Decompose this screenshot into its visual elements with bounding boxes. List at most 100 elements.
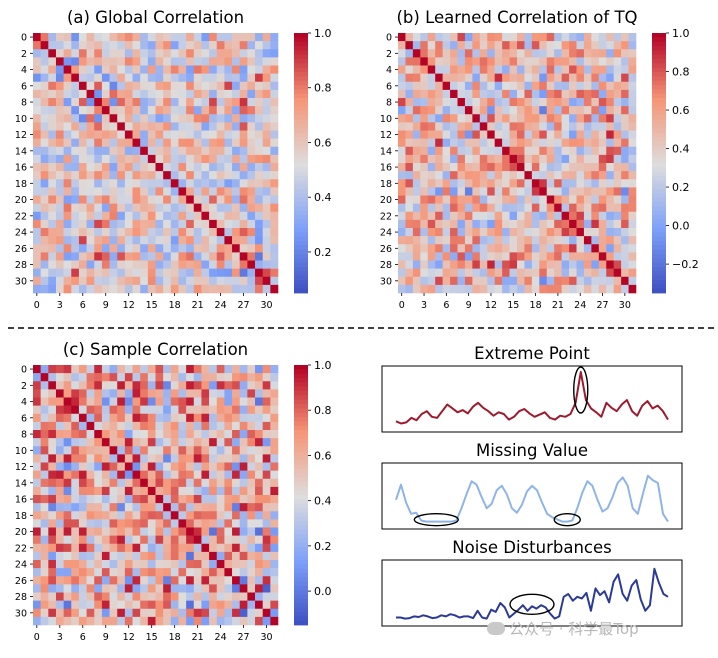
heatmap-cell <box>569 114 577 123</box>
heatmap-cell <box>232 462 241 471</box>
heatmap-cell <box>427 138 436 148</box>
heatmap-cell <box>561 130 570 139</box>
heatmap-cell <box>517 236 525 245</box>
heatmap-cell <box>170 146 179 156</box>
heatmap-cell <box>502 260 510 269</box>
heatmap-cell <box>606 195 614 204</box>
colorbar-segment <box>294 163 308 168</box>
heatmap-cell <box>232 81 241 91</box>
heatmap-cell <box>48 138 57 148</box>
heatmap-cell <box>170 73 179 83</box>
heatmap-cell <box>576 114 585 123</box>
heatmap-cell <box>464 122 473 131</box>
heatmap-cell <box>132 171 141 180</box>
heatmap-cell <box>140 187 149 196</box>
heatmap-cell <box>569 211 577 221</box>
heatmap-cell <box>48 244 57 253</box>
heatmap-cell <box>554 138 562 148</box>
heatmap-cell <box>239 446 248 455</box>
heatmap-cell <box>193 163 202 172</box>
heatmap-cell <box>155 535 164 545</box>
heatmap-cell <box>193 576 202 585</box>
heatmap-cell <box>450 260 458 269</box>
heatmap-cell <box>186 535 195 545</box>
heatmap-cell <box>270 284 279 294</box>
heatmap-cell <box>435 81 443 91</box>
heatmap-cell <box>124 616 133 626</box>
heatmap-cell <box>101 41 110 50</box>
heatmap-cell <box>209 203 218 213</box>
heatmap-cell <box>186 560 195 569</box>
heatmap-cell <box>224 114 233 123</box>
heatmap-cell <box>71 236 80 245</box>
heatmap-cell <box>33 454 41 463</box>
heatmap-cell <box>40 495 49 504</box>
heatmap-cell <box>472 122 481 131</box>
heatmap-cell <box>55 519 64 528</box>
heatmap-cell <box>472 236 481 245</box>
heatmap-cell <box>209 268 218 278</box>
heatmap-cell <box>464 73 473 83</box>
heatmap-cell <box>147 560 156 569</box>
heatmap-cell <box>201 179 210 188</box>
heatmap-cell <box>398 122 406 131</box>
heatmap-cell <box>209 98 218 107</box>
heatmap-cell <box>216 122 225 131</box>
heatmap-cell <box>193 284 202 294</box>
x-tick-label: 18 <box>530 300 542 311</box>
heatmap-cell <box>71 122 80 131</box>
heatmap-cell <box>86 130 95 139</box>
x-tick-label: 21 <box>192 632 204 643</box>
heatmap-cell <box>435 138 443 148</box>
heatmap-cell <box>450 146 458 156</box>
heatmap-cell <box>124 373 133 382</box>
heatmap-cell <box>569 122 577 131</box>
y-tick-label: 30 <box>380 276 392 287</box>
heatmap-cell <box>524 89 533 99</box>
heatmap-cell <box>531 41 540 50</box>
colorbar-segment <box>294 67 308 73</box>
line-chart-3: Extreme Point <box>381 344 683 433</box>
heatmap-cell <box>539 146 548 156</box>
heatmap-cell <box>147 519 156 528</box>
colorbar-segment <box>652 150 666 155</box>
heatmap-cell <box>216 478 225 488</box>
heatmap-cell <box>270 454 279 463</box>
heatmap-cell <box>247 543 256 553</box>
colorbar-segment <box>652 280 666 285</box>
heatmap-cell <box>33 495 41 504</box>
heatmap-cell <box>170 49 179 58</box>
heatmap-cell <box>55 592 64 601</box>
heatmap-cell <box>193 41 202 50</box>
heatmap-cell <box>94 171 103 180</box>
heatmap-cell <box>502 49 510 58</box>
heatmap-cell <box>531 171 540 180</box>
heatmap-cell <box>598 114 607 123</box>
heatmap-cell <box>216 236 225 245</box>
heatmap-cell <box>232 405 241 415</box>
heatmap-cell <box>178 568 187 577</box>
heatmap-cell <box>186 284 195 294</box>
heatmap-cell <box>86 405 95 415</box>
heatmap-cell <box>613 284 622 294</box>
heatmap-cell <box>33 462 41 471</box>
heatmap-cell <box>517 89 525 99</box>
heatmap-cell <box>569 171 577 180</box>
heatmap-cell <box>209 41 218 50</box>
series-line <box>395 474 669 523</box>
x-tick-label: 6 <box>443 300 449 311</box>
heatmap-cell <box>71 81 80 91</box>
heatmap-cell <box>55 146 64 156</box>
heatmap-cell <box>186 600 195 610</box>
heatmap-cell <box>117 276 126 286</box>
heatmap-cell <box>78 389 87 398</box>
heatmap-cell <box>531 65 540 74</box>
heatmap-cell <box>170 430 179 439</box>
heatmap-cell <box>457 41 466 50</box>
heatmap-cell <box>101 462 110 471</box>
heatmap-cell <box>628 49 637 58</box>
heatmap-cell <box>163 219 172 229</box>
heatmap-cell <box>147 130 156 139</box>
colorbar-segment <box>294 430 308 435</box>
heatmap-cell <box>255 187 263 196</box>
